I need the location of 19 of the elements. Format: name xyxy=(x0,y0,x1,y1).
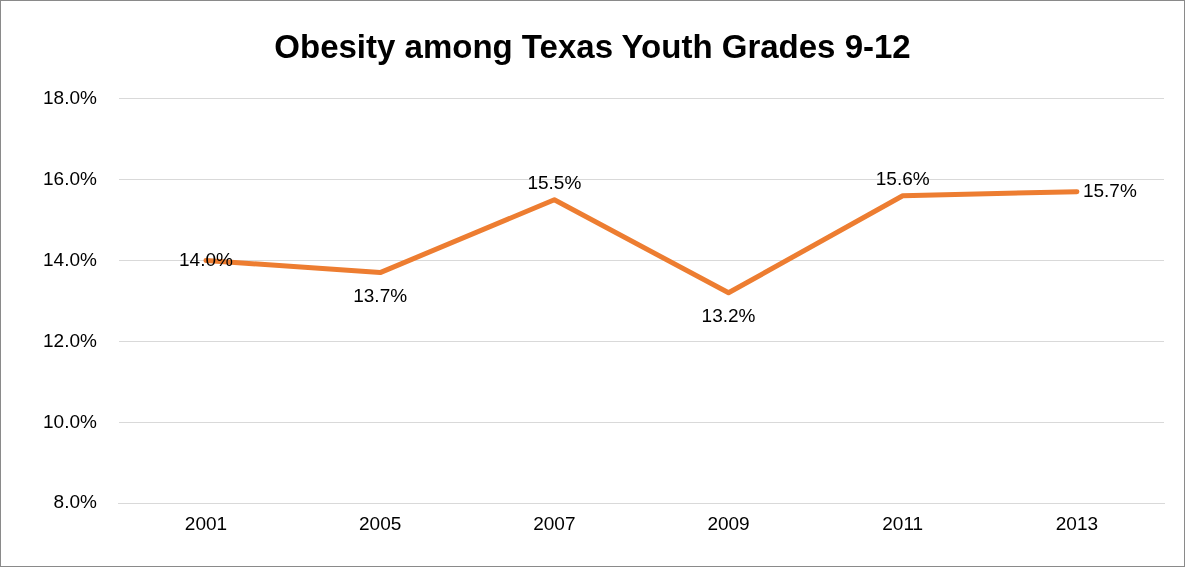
x-tick-label: 2009 xyxy=(707,512,750,534)
x-tick-label: 2001 xyxy=(184,512,228,534)
y-tick-label: 16.0% xyxy=(43,167,97,189)
y-tick-label: 18.0% xyxy=(43,86,97,108)
x-tick-label: 2007 xyxy=(533,512,576,534)
data-label: 13.2% xyxy=(701,305,756,327)
data-label: 15.7% xyxy=(1082,179,1137,201)
data-label: 15.5% xyxy=(527,171,582,193)
data-label: 13.7% xyxy=(353,284,408,306)
data-label: 15.6% xyxy=(875,167,930,189)
x-tick-label: 2005 xyxy=(359,512,402,534)
y-tick-label: 8.0% xyxy=(53,491,97,513)
x-tick-label: 2011 xyxy=(882,512,924,534)
data-label: 14.0% xyxy=(179,248,234,270)
x-tick-label: 2013 xyxy=(1055,512,1099,534)
y-tick-label: 12.0% xyxy=(43,329,97,351)
y-tick-label: 14.0% xyxy=(43,248,97,270)
y-tick-label: 10.0% xyxy=(43,410,97,432)
chart-title: Obesity among Texas Youth Grades 9-12 xyxy=(274,27,911,65)
